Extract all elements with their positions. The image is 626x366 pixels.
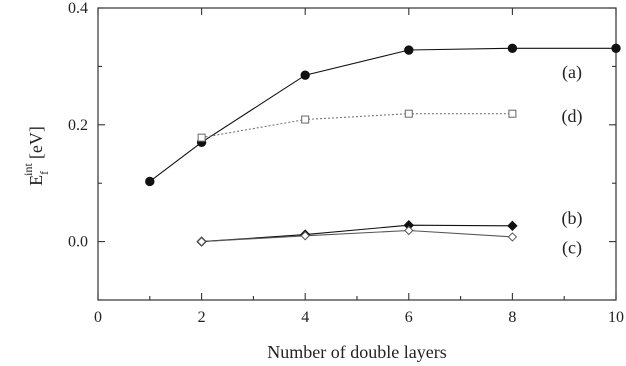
series-label: (b)	[562, 208, 583, 229]
y-tick-labels: 0.0 0.2 0.4	[68, 0, 88, 251]
series-label: (d)	[562, 106, 583, 127]
series-label: (a)	[562, 62, 582, 83]
data-point	[197, 133, 206, 142]
data-point	[301, 115, 310, 124]
x-tick-label: 10	[608, 309, 624, 326]
data-point	[611, 43, 621, 53]
x-tick-label: 6	[405, 309, 413, 326]
series-line-2	[201, 224, 513, 243]
data-point	[507, 232, 518, 242]
y-axis-subscript: f	[37, 171, 51, 175]
data-point	[145, 176, 155, 187]
y-axis-symbol: E	[26, 175, 46, 186]
axis-ticks	[97, 7, 617, 301]
data-point	[300, 70, 310, 80]
series-line-3	[201, 229, 513, 243]
series-labels: (a) (d) (b) (c)	[562, 62, 583, 258]
y-axis-superscript: int	[21, 162, 35, 175]
y-axis-title-text: Efint [eV]	[21, 126, 51, 186]
series-line-1	[201, 113, 513, 139]
series-line-0	[149, 47, 616, 182]
x-tick-labels: 0 2 4 6 8 10	[94, 309, 624, 326]
data-point	[507, 43, 518, 53]
series-markers	[145, 43, 621, 247]
y-axis-unit: [eV]	[26, 126, 46, 159]
data-point	[300, 231, 310, 241]
data-point	[196, 236, 207, 247]
data-point	[404, 225, 414, 236]
data-point	[508, 109, 517, 118]
x-tick-label: 8	[508, 309, 516, 326]
data-point	[507, 220, 518, 232]
data-point	[404, 109, 413, 118]
series-lines	[149, 47, 616, 243]
x-tick-label: 2	[198, 309, 206, 326]
x-axis-title: Number of double layers	[267, 342, 446, 362]
y-tick-label: 0.0	[68, 234, 88, 251]
series-label: (c)	[562, 237, 582, 258]
y-axis-title: Efint [eV]	[21, 126, 51, 186]
plot-frame	[97, 7, 617, 301]
x-tick-label: 4	[301, 309, 309, 326]
y-tick-label: 0.4	[68, 0, 88, 17]
x-tick-label: 0	[94, 309, 102, 326]
data-point	[404, 45, 414, 55]
y-tick-label: 0.2	[68, 117, 88, 134]
